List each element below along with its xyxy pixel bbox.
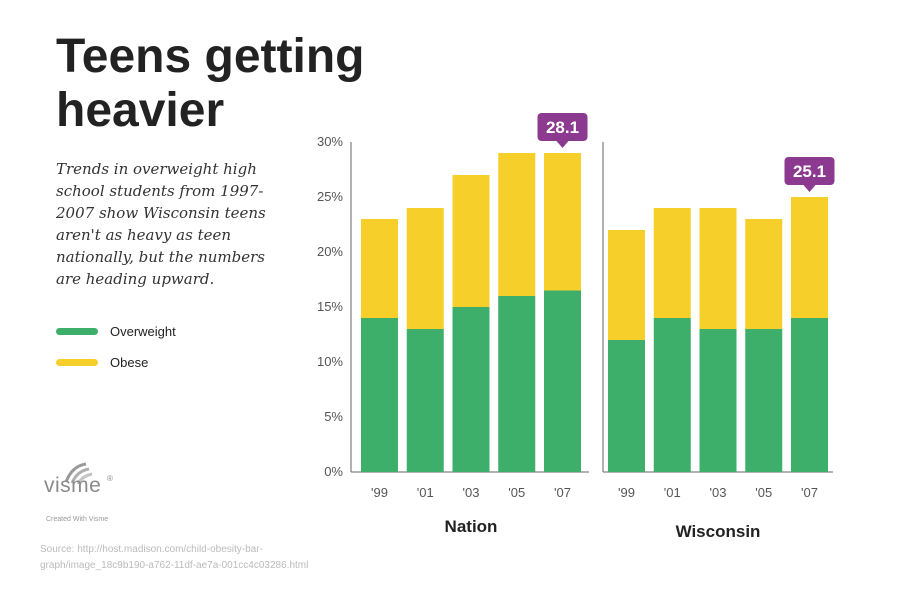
wisconsin-bar-obese [653,208,691,318]
wisconsin-x-tick-label: '01 [664,485,681,500]
wisconsin-callout-box [784,157,835,185]
wisconsin-bar-obese [791,197,828,318]
legend-item-obese: Obese [56,347,176,377]
nation-bar-overweight [544,290,581,472]
wisconsin-bar-obese [608,230,645,340]
legend: Overweight Obese [56,316,176,378]
nation-x-tick-label: '03 [463,485,480,500]
nation-group-label: Nation [445,517,498,536]
nation-y-tick-label: 25% [317,189,343,204]
nation-bar-overweight [406,329,444,472]
nation-y-tick-label: 30% [317,134,343,149]
nation-y-tick-label: 0% [324,464,343,479]
nation-callout-label: 28.1 [546,118,579,137]
page-title: Teens getting heavier [56,30,365,137]
source-note: Source: http://host.madison.com/child-ob… [40,544,309,571]
wisconsin-bar-obese [699,208,737,329]
nation-x-tick-label: '05 [508,485,525,500]
nation-x-tick-label: '01 [417,485,434,500]
wisconsin-callout-pointer [803,185,816,192]
nation-bar-obese [544,153,581,291]
wisconsin-bar-overweight [608,340,645,472]
chart-subtitle: Trends in overweight high school student… [56,160,266,288]
wisconsin-x-tick-label: '03 [710,485,727,500]
nation-y-tick-label: 20% [317,244,343,259]
wisconsin-group-label: Wisconsin [676,522,761,541]
wisconsin-x-tick-label: '05 [755,485,772,500]
nation-bar-obese [361,219,398,318]
legend-label-overweight: Overweight [110,323,176,339]
wisconsin-bar-obese [745,219,783,329]
visme-logo-tagline: Created With Visme [46,516,109,523]
legend-swatch-overweight [56,327,98,335]
nation-bar-obese [498,153,536,296]
nation-bar-obese [452,175,490,307]
nation-y-tick-label: 15% [317,299,343,314]
visme-logo-word: visme [44,474,102,497]
nation-x-tick-label: '07 [554,485,571,500]
legend-item-overweight: Overweight [56,316,176,346]
legend-swatch-obese [56,358,98,366]
wisconsin-bar-overweight [653,318,691,472]
visme-logo: visme ® Created With Visme [40,462,130,530]
nation-bar-overweight [361,318,398,472]
nation-y-tick-label: 10% [317,354,343,369]
nation-callout-box [537,113,588,141]
visme-logo-icon [64,462,93,484]
wisconsin-x-tick-label: '07 [801,485,818,500]
registered-mark: ® [107,474,113,483]
wisconsin-bar-overweight [699,329,737,472]
wisconsin-bar-overweight [745,329,783,472]
legend-label-obese: Obese [110,354,149,370]
nation-bar-obese [406,208,444,329]
nation-x-tick-label: '99 [371,485,388,500]
nation-bar-overweight [498,296,536,472]
nation-y-tick-label: 5% [324,409,343,424]
wisconsin-callout-label: 25.1 [793,162,826,181]
nation-bar-overweight [452,307,490,472]
nation-callout-pointer [556,141,569,148]
wisconsin-x-tick-label: '99 [618,485,635,500]
wisconsin-bar-overweight [791,318,828,472]
